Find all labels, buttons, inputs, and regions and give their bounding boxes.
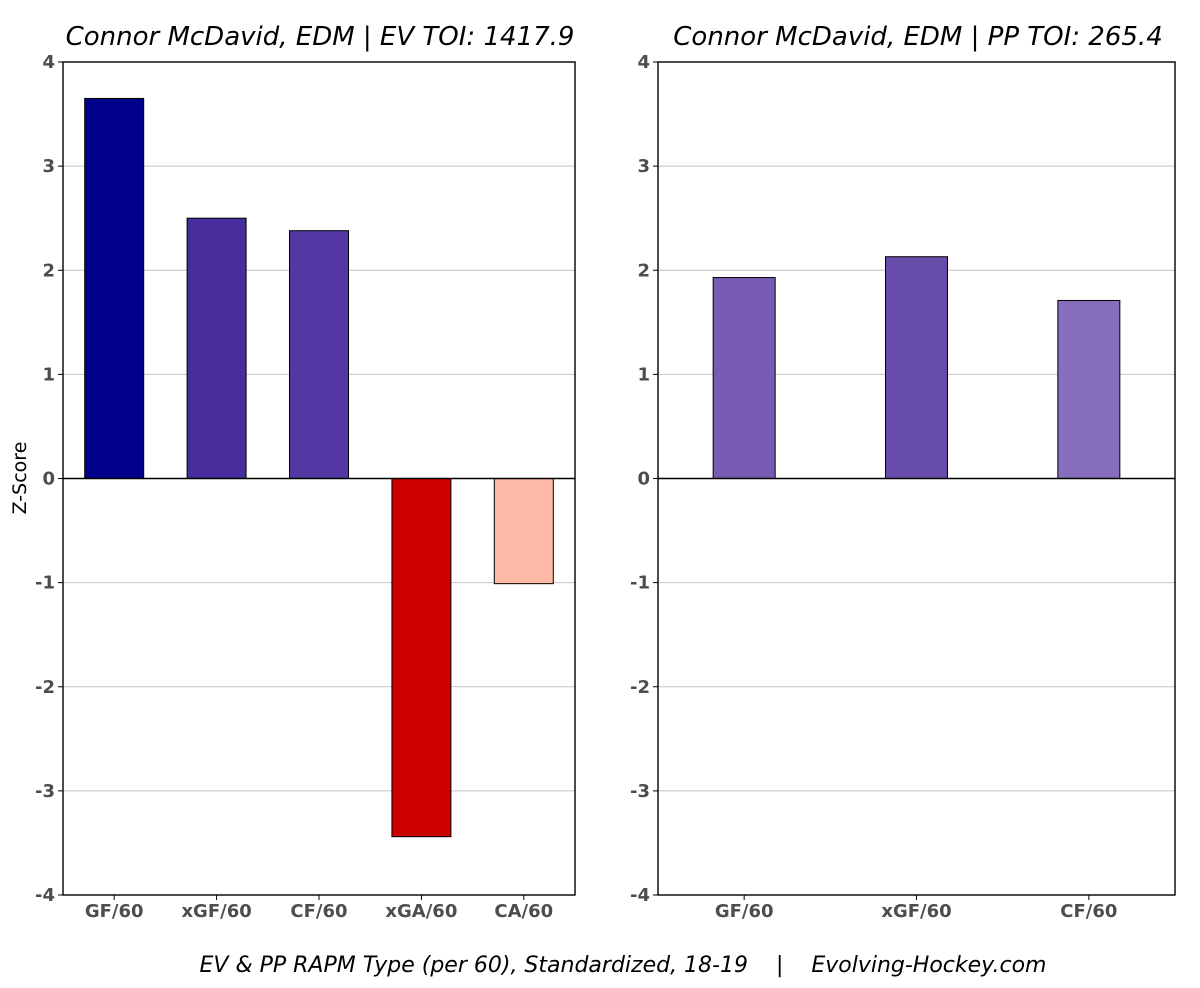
pp-x-tick-label: xGF/60 [881,901,951,922]
footer-caption: EV & PP RAPM Type (per 60), Standardized… [200,953,1047,978]
ev-bar-ca-60 [493,478,554,585]
ev-x-tick-label: xGF/60 [181,901,251,922]
pp-x-tick-label: CF/60 [1060,901,1117,922]
pp-bars [712,256,1121,480]
ev-y-tick-label: 0 [42,469,55,490]
ev-chart-title: Connor McDavid, EDM | EV TOI: 1417.9 [66,22,575,52]
pp-bar-cf-60 [1057,299,1121,480]
pp-y-tick-label: 2 [637,260,650,281]
pp-chart-title: Connor McDavid, EDM | PP TOI: 265.4 [673,22,1162,52]
pp-y-tick-label: -2 [630,677,650,698]
ev-x-tick-label: GF/60 [85,901,144,922]
pp-bar-gf-60 [712,277,776,479]
ev-bar-cf-60 [289,230,349,479]
ev-y-tick-label: 4 [42,52,55,73]
pp-y-ticks: 4 3 2 1 0 -1 -2 -3 -4 [630,52,658,906]
pp-bar-xgf-60 [885,256,948,479]
ev-x-tick-label: CA/60 [494,901,553,922]
pp-y-tick-label: -1 [630,573,650,594]
ev-plot-frame [62,61,576,896]
ev-y-tick-label: -1 [35,573,55,594]
pp-x-tick-label: GF/60 [715,901,774,922]
pp-plot-frame [657,61,1176,896]
ev-bars [84,97,554,838]
pp-y-tick-label: 3 [637,156,650,177]
pp-y-tick-label: 0 [637,469,650,490]
ev-y-tick-label: -4 [35,885,55,906]
ev-x-tick-label: CF/60 [290,901,347,922]
ev-y-ticks: 4 3 2 1 0 -1 -2 -3 -4 [35,52,63,906]
ev-x-tick-label: xGA/60 [385,901,457,922]
ev-x-ticks: GF/60 xGF/60 CF/60 xGA/60 CA/60 [85,895,553,922]
ev-y-tick-label: 2 [42,260,55,281]
y-axis-label: Z-Score [9,442,31,515]
ev-bar-gf-60 [84,97,145,479]
ev-bar-xgf-60 [186,217,247,479]
ev-bar-xga-60 [391,478,452,838]
pp-chart-panel: Connor McDavid, EDM | PP TOI: 265.4 4 3 2 1… [630,22,1176,922]
ev-y-tick-label: 1 [42,364,55,385]
ev-y-tick-label: -3 [35,781,55,802]
pp-x-ticks: GF/60 xGF/60 CF/60 [715,895,1117,922]
ev-y-tick-label: -2 [35,677,55,698]
ev-chart-panel: Connor McDavid, EDM | EV TOI: 1417.9 4 3 2… [9,22,576,922]
pp-y-tick-label: 4 [637,52,650,73]
ev-y-tick-label: 3 [42,156,55,177]
pp-y-tick-label: 1 [637,364,650,385]
pp-y-tick-label: -4 [630,885,650,906]
pp-y-tick-label: -3 [630,781,650,802]
